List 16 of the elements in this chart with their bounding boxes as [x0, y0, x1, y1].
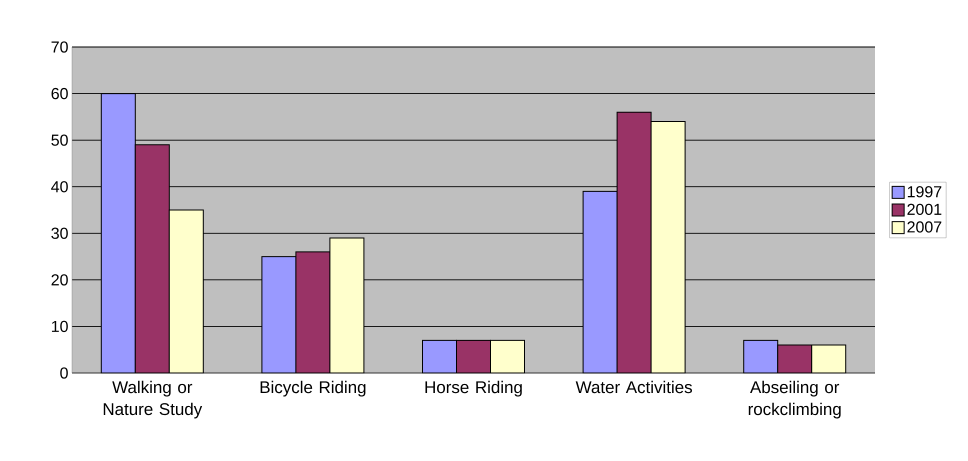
legend-label: 2007: [907, 221, 942, 233]
x-tick-label: Horse Riding: [425, 380, 522, 397]
y-tick-label: 20: [52, 274, 68, 286]
y-tick-label: 40: [51, 181, 68, 192]
y-tick-label: 0: [60, 367, 68, 379]
x-tick-label: Bicycle Riding: [260, 380, 366, 397]
y-tick-label: 30: [51, 228, 68, 239]
y-tick-label: 60: [52, 88, 68, 100]
y-tick-label: 70: [52, 41, 68, 53]
x-tick-label: Walking or Nature Study: [104, 380, 202, 418]
y-tick-label: 10: [52, 320, 68, 332]
legend-label: 1997: [908, 186, 942, 198]
x-tick-label: Abseiling or rockclimbing: [748, 380, 841, 418]
y-tick-label: 50: [51, 134, 68, 146]
x-tick-label: Water Activities: [576, 380, 692, 394]
legend-label: 2001: [907, 204, 942, 215]
